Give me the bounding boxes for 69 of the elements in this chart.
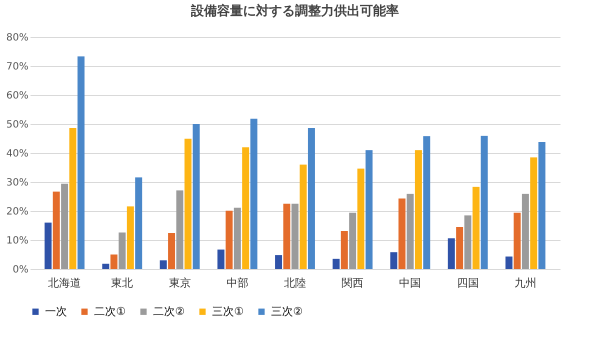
bar	[472, 186, 480, 269]
y-tick-label: 70%	[6, 62, 28, 72]
bar	[300, 164, 307, 269]
x-tick-label: 東北	[111, 276, 134, 290]
bar	[168, 233, 176, 269]
bar	[69, 128, 76, 269]
bar	[505, 256, 512, 269]
legend-label: 二次①	[94, 304, 126, 318]
y-tick-label: 20%	[6, 206, 28, 218]
x-tick-label: 北陸	[284, 276, 306, 290]
bar	[514, 212, 521, 269]
y-tick-label: 50%	[6, 120, 28, 130]
x-tick-label: 関西	[342, 276, 364, 290]
bar	[283, 204, 290, 269]
legend-label: 三次②	[271, 304, 303, 318]
bar	[456, 226, 464, 269]
legend-label: 三次①	[212, 304, 244, 318]
bar	[234, 208, 241, 269]
x-tick-label: 九州	[514, 276, 536, 290]
y-tick-label: 0%	[12, 264, 28, 276]
bar	[340, 231, 348, 269]
bar	[414, 150, 422, 269]
bar	[44, 222, 52, 269]
x-tick-label: 四国	[456, 276, 479, 290]
bar	[480, 136, 488, 269]
bar	[538, 142, 546, 269]
bar	[522, 194, 529, 269]
legend-label: 一次	[45, 304, 67, 318]
bar	[61, 184, 68, 269]
bar	[357, 168, 364, 269]
bar	[349, 212, 356, 269]
bar	[118, 232, 126, 269]
bar	[292, 204, 298, 269]
bar	[406, 194, 414, 269]
bar	[110, 254, 118, 269]
bar	[102, 264, 110, 269]
bar	[184, 138, 192, 269]
y-tick-label: 40%	[6, 148, 28, 160]
y-tick-label: 60%	[6, 90, 28, 102]
bar	[250, 118, 258, 269]
legend-label: 二次②	[153, 304, 185, 318]
bar	[423, 136, 430, 269]
bar	[226, 210, 233, 269]
bar	[78, 56, 85, 269]
bar	[530, 157, 538, 269]
x-tick-label: 中部	[226, 276, 248, 290]
bar	[398, 198, 406, 269]
bar	[192, 124, 200, 269]
bar	[332, 258, 340, 269]
y-tick-label: 80%	[6, 32, 28, 44]
y-tick-label: 30%	[6, 178, 28, 188]
x-tick-label: 中国	[399, 276, 422, 290]
bar	[275, 255, 282, 269]
bar	[52, 192, 60, 269]
x-tick-label: 北海道	[48, 276, 82, 290]
x-tick-label: 東京	[168, 276, 191, 290]
bar	[242, 147, 250, 269]
bar	[126, 206, 134, 269]
bar	[390, 252, 398, 269]
bar	[366, 150, 373, 269]
y-tick-label: 10%	[6, 236, 28, 246]
bar	[464, 215, 472, 269]
bar	[308, 128, 315, 269]
bar	[135, 177, 142, 269]
bar	[217, 250, 224, 269]
bar	[160, 260, 167, 269]
bar	[448, 238, 455, 269]
bar	[176, 190, 184, 269]
chart-title: 設備容量に対する調整力供出可能率	[190, 3, 399, 19]
